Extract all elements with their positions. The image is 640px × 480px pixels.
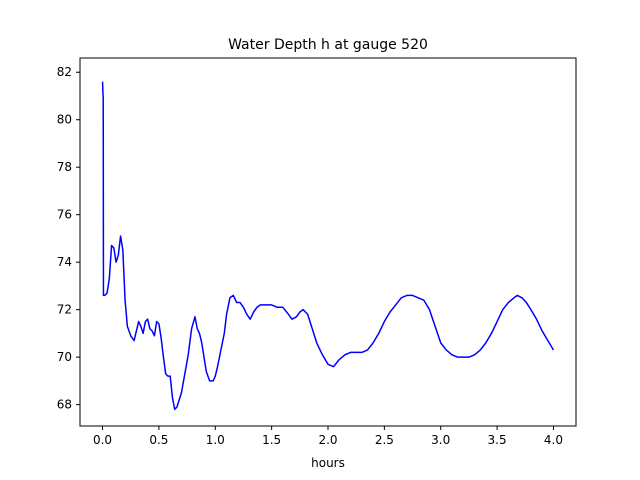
y-tick-label: 76 [57,208,72,222]
x-axis: 0.0 0.5 1.0 1.5 2.0 2.5 3.0 3.5 4.0 [93,426,563,447]
x-tick-label: 3.0 [431,433,450,447]
x-tick-label: 2.5 [375,433,394,447]
y-tick-label: 74 [57,255,72,269]
y-tick-label: 70 [57,350,72,364]
y-axis: 68 70 72 74 76 78 80 82 [57,65,80,412]
x-tick-label: 2.0 [318,433,337,447]
x-tick-label: 4.0 [544,433,563,447]
y-tick-label: 68 [57,398,72,412]
chart-title: Water Depth h at gauge 520 [228,37,428,53]
y-tick-label: 78 [57,160,72,174]
series-line [101,81,555,411]
x-tick-label: 3.5 [488,433,507,447]
x-axis-label: hours [311,456,345,470]
y-tick-label: 82 [57,65,72,79]
x-tick-label: 0.0 [93,433,112,447]
y-tick-label: 80 [57,113,72,127]
x-tick-label: 1.5 [262,433,281,447]
x-tick-label: 0.5 [149,433,168,447]
y-tick-label: 72 [57,303,72,317]
x-tick-label: 1.0 [206,433,225,447]
